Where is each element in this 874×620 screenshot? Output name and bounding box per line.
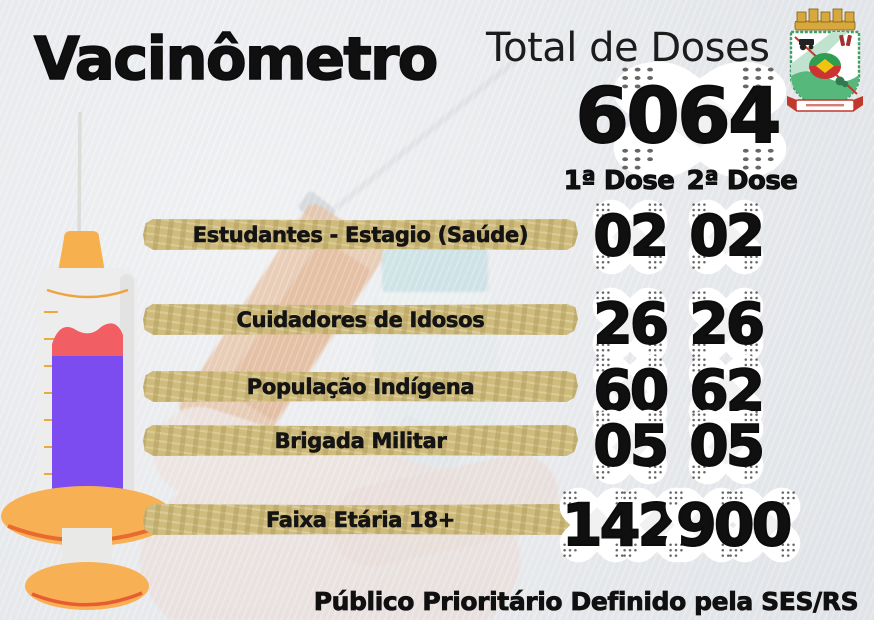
syringe-cartoon-icon <box>1 111 173 610</box>
dose1-value-row1: 02 <box>565 202 695 272</box>
municipal-coat-of-arms-logo <box>787 8 863 112</box>
mural-crown-icon <box>794 8 856 31</box>
category-banner: Estudantes - Estagio (Saúde) <box>143 219 578 250</box>
category-banner: Brigada Militar <box>143 425 578 456</box>
dose2-value-row4: 05 <box>661 412 791 482</box>
total-doses-value: 6064 <box>575 71 783 160</box>
category-banner: Faixa Etária 18+ <box>143 504 578 535</box>
category-label: População Indígena <box>246 374 475 399</box>
category-label: Cuidadores de Idosos <box>236 307 485 332</box>
page-title: Vacinômetro <box>33 23 439 94</box>
dose1-value-row4: 05 <box>565 412 695 482</box>
category-label: Estudantes - Estagio (Saúde) <box>192 222 529 247</box>
dose2-value-row2: 26 <box>661 290 791 360</box>
category-label: Brigada Militar <box>274 428 447 453</box>
dose2-value-row5: 900 <box>668 490 798 560</box>
dose1-value-row2: 26 <box>565 290 695 360</box>
total-doses-label: Total de Doses <box>486 25 770 71</box>
dose2-value-row1: 02 <box>661 202 791 272</box>
category-banner: População Indígena <box>143 371 578 402</box>
footer-note: Público Prioritário Definido pela SES/RS <box>313 587 859 617</box>
column-header-dose2: 2ª Dose <box>686 166 798 197</box>
column-header-dose1: 1ª Dose <box>563 166 675 197</box>
ribbon-icon <box>787 96 863 112</box>
category-banner: Cuidadores de Idosos <box>143 304 578 335</box>
tool-icon <box>839 34 852 47</box>
tractor-icon <box>799 39 814 51</box>
category-label: Faixa Etária 18+ <box>265 507 456 532</box>
